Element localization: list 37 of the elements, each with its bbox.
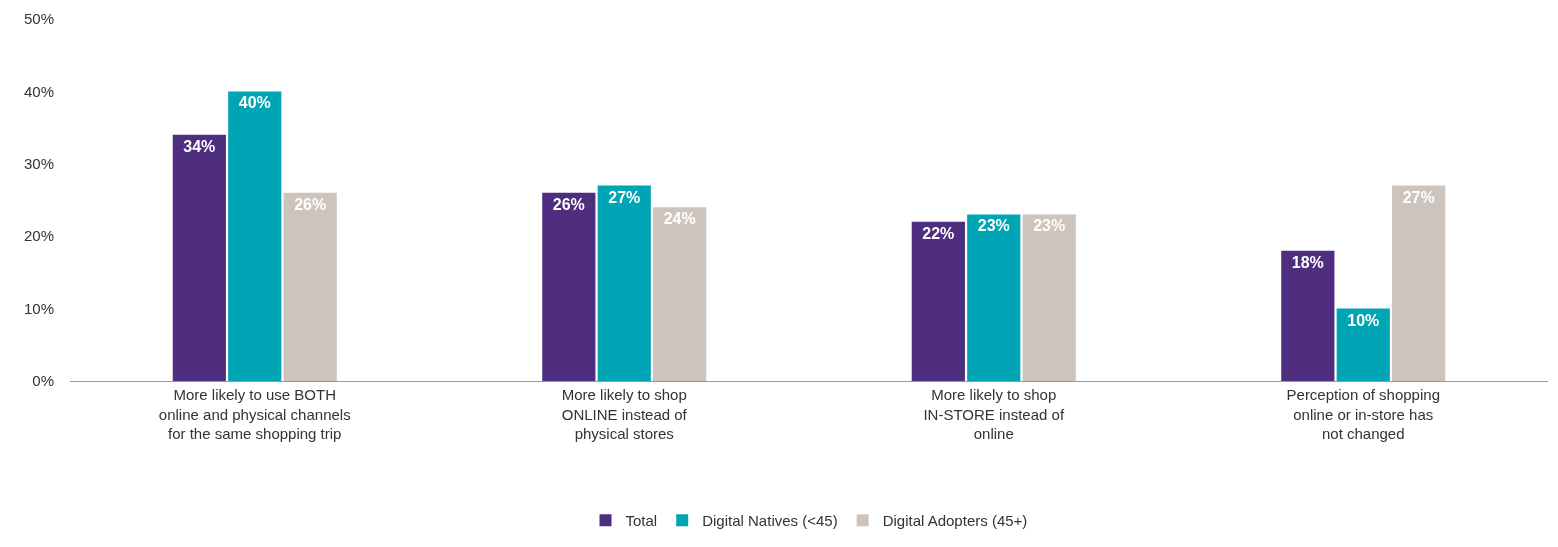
- bar: [597, 185, 651, 381]
- data-label: 40%: [238, 94, 271, 112]
- bar: [283, 192, 337, 381]
- data-label: 10%: [1347, 311, 1380, 329]
- bar: [542, 192, 596, 381]
- data-label: 18%: [1291, 253, 1324, 271]
- data-label: 26%: [552, 195, 585, 213]
- bar: [172, 134, 226, 381]
- x-tick-label: More likely to shop IN-STORE instead of online: [923, 386, 1065, 442]
- bar: [228, 91, 282, 381]
- bar: [911, 221, 965, 381]
- data-label: 23%: [1033, 217, 1066, 235]
- bar: [1022, 214, 1076, 381]
- data-label: 22%: [922, 224, 955, 242]
- bar: [967, 214, 1021, 381]
- legend-label: Digital Natives (<45): [702, 512, 838, 530]
- data-label: 27%: [1402, 188, 1435, 206]
- x-tick-label: Perception of shopping online or in-store has not changed: [1286, 386, 1440, 442]
- bar: [1336, 308, 1390, 381]
- bar: [1281, 250, 1335, 381]
- legend-label: Digital Adopters (45+): [882, 512, 1028, 530]
- bar: [1392, 185, 1446, 381]
- y-tick-label: 40%: [23, 82, 54, 100]
- y-tick-label: 10%: [23, 299, 54, 317]
- x-tick-label: More likely to shop ONLINE instead of physical stores: [561, 386, 688, 442]
- data-label: 34%: [183, 137, 216, 155]
- data-label: 23%: [977, 217, 1010, 235]
- x-tick-label: More likely to use BOTH online and physical channels for the same shopping trip: [158, 386, 351, 442]
- data-label: 27%: [608, 188, 641, 206]
- bar: [653, 207, 707, 381]
- y-tick-label: 50%: [23, 10, 54, 28]
- data-label: 24%: [663, 210, 696, 228]
- y-tick-label: 30%: [23, 155, 54, 173]
- data-label: 26%: [294, 195, 327, 213]
- legend-label: Total: [625, 512, 658, 530]
- y-tick-label: 0%: [32, 372, 54, 390]
- y-tick-label: 20%: [23, 227, 54, 245]
